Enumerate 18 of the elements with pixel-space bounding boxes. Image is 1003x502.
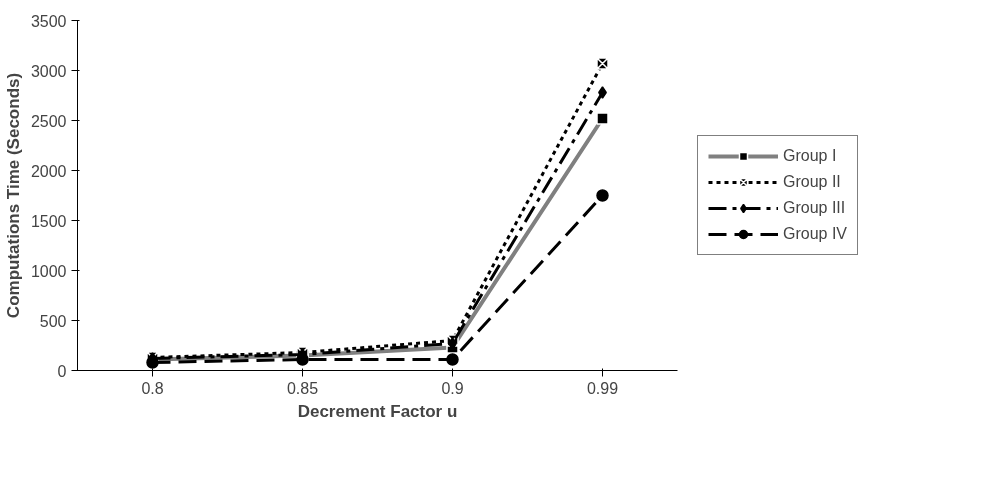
y-tick-label: 3000: [30, 62, 67, 80]
x-tick-label: 0.99: [586, 379, 619, 397]
x-tick-label: 0.8: [141, 379, 164, 397]
x-tick-label: 0.85: [286, 379, 319, 397]
x-tick-label: 0.9: [441, 379, 464, 397]
y-tick-label: 1500: [30, 212, 67, 230]
y-tick-label: 2000: [30, 162, 67, 180]
y-axis-title: Computations Time (Seconds): [3, 72, 23, 319]
legend-label: Group II: [783, 173, 841, 191]
legend-label: Group III: [783, 199, 846, 217]
x-axis-title: Decrement Factor u: [297, 401, 458, 421]
y-tick-label: 1000: [30, 262, 67, 280]
y-tick-label: 0: [57, 362, 67, 380]
y-tick-label: 500: [39, 312, 67, 330]
y-tick-label: 2500: [30, 112, 67, 130]
legend-label: Group I: [783, 147, 837, 165]
y-tick-label: 3500: [30, 12, 67, 30]
legend-label: Group IV: [783, 225, 848, 243]
